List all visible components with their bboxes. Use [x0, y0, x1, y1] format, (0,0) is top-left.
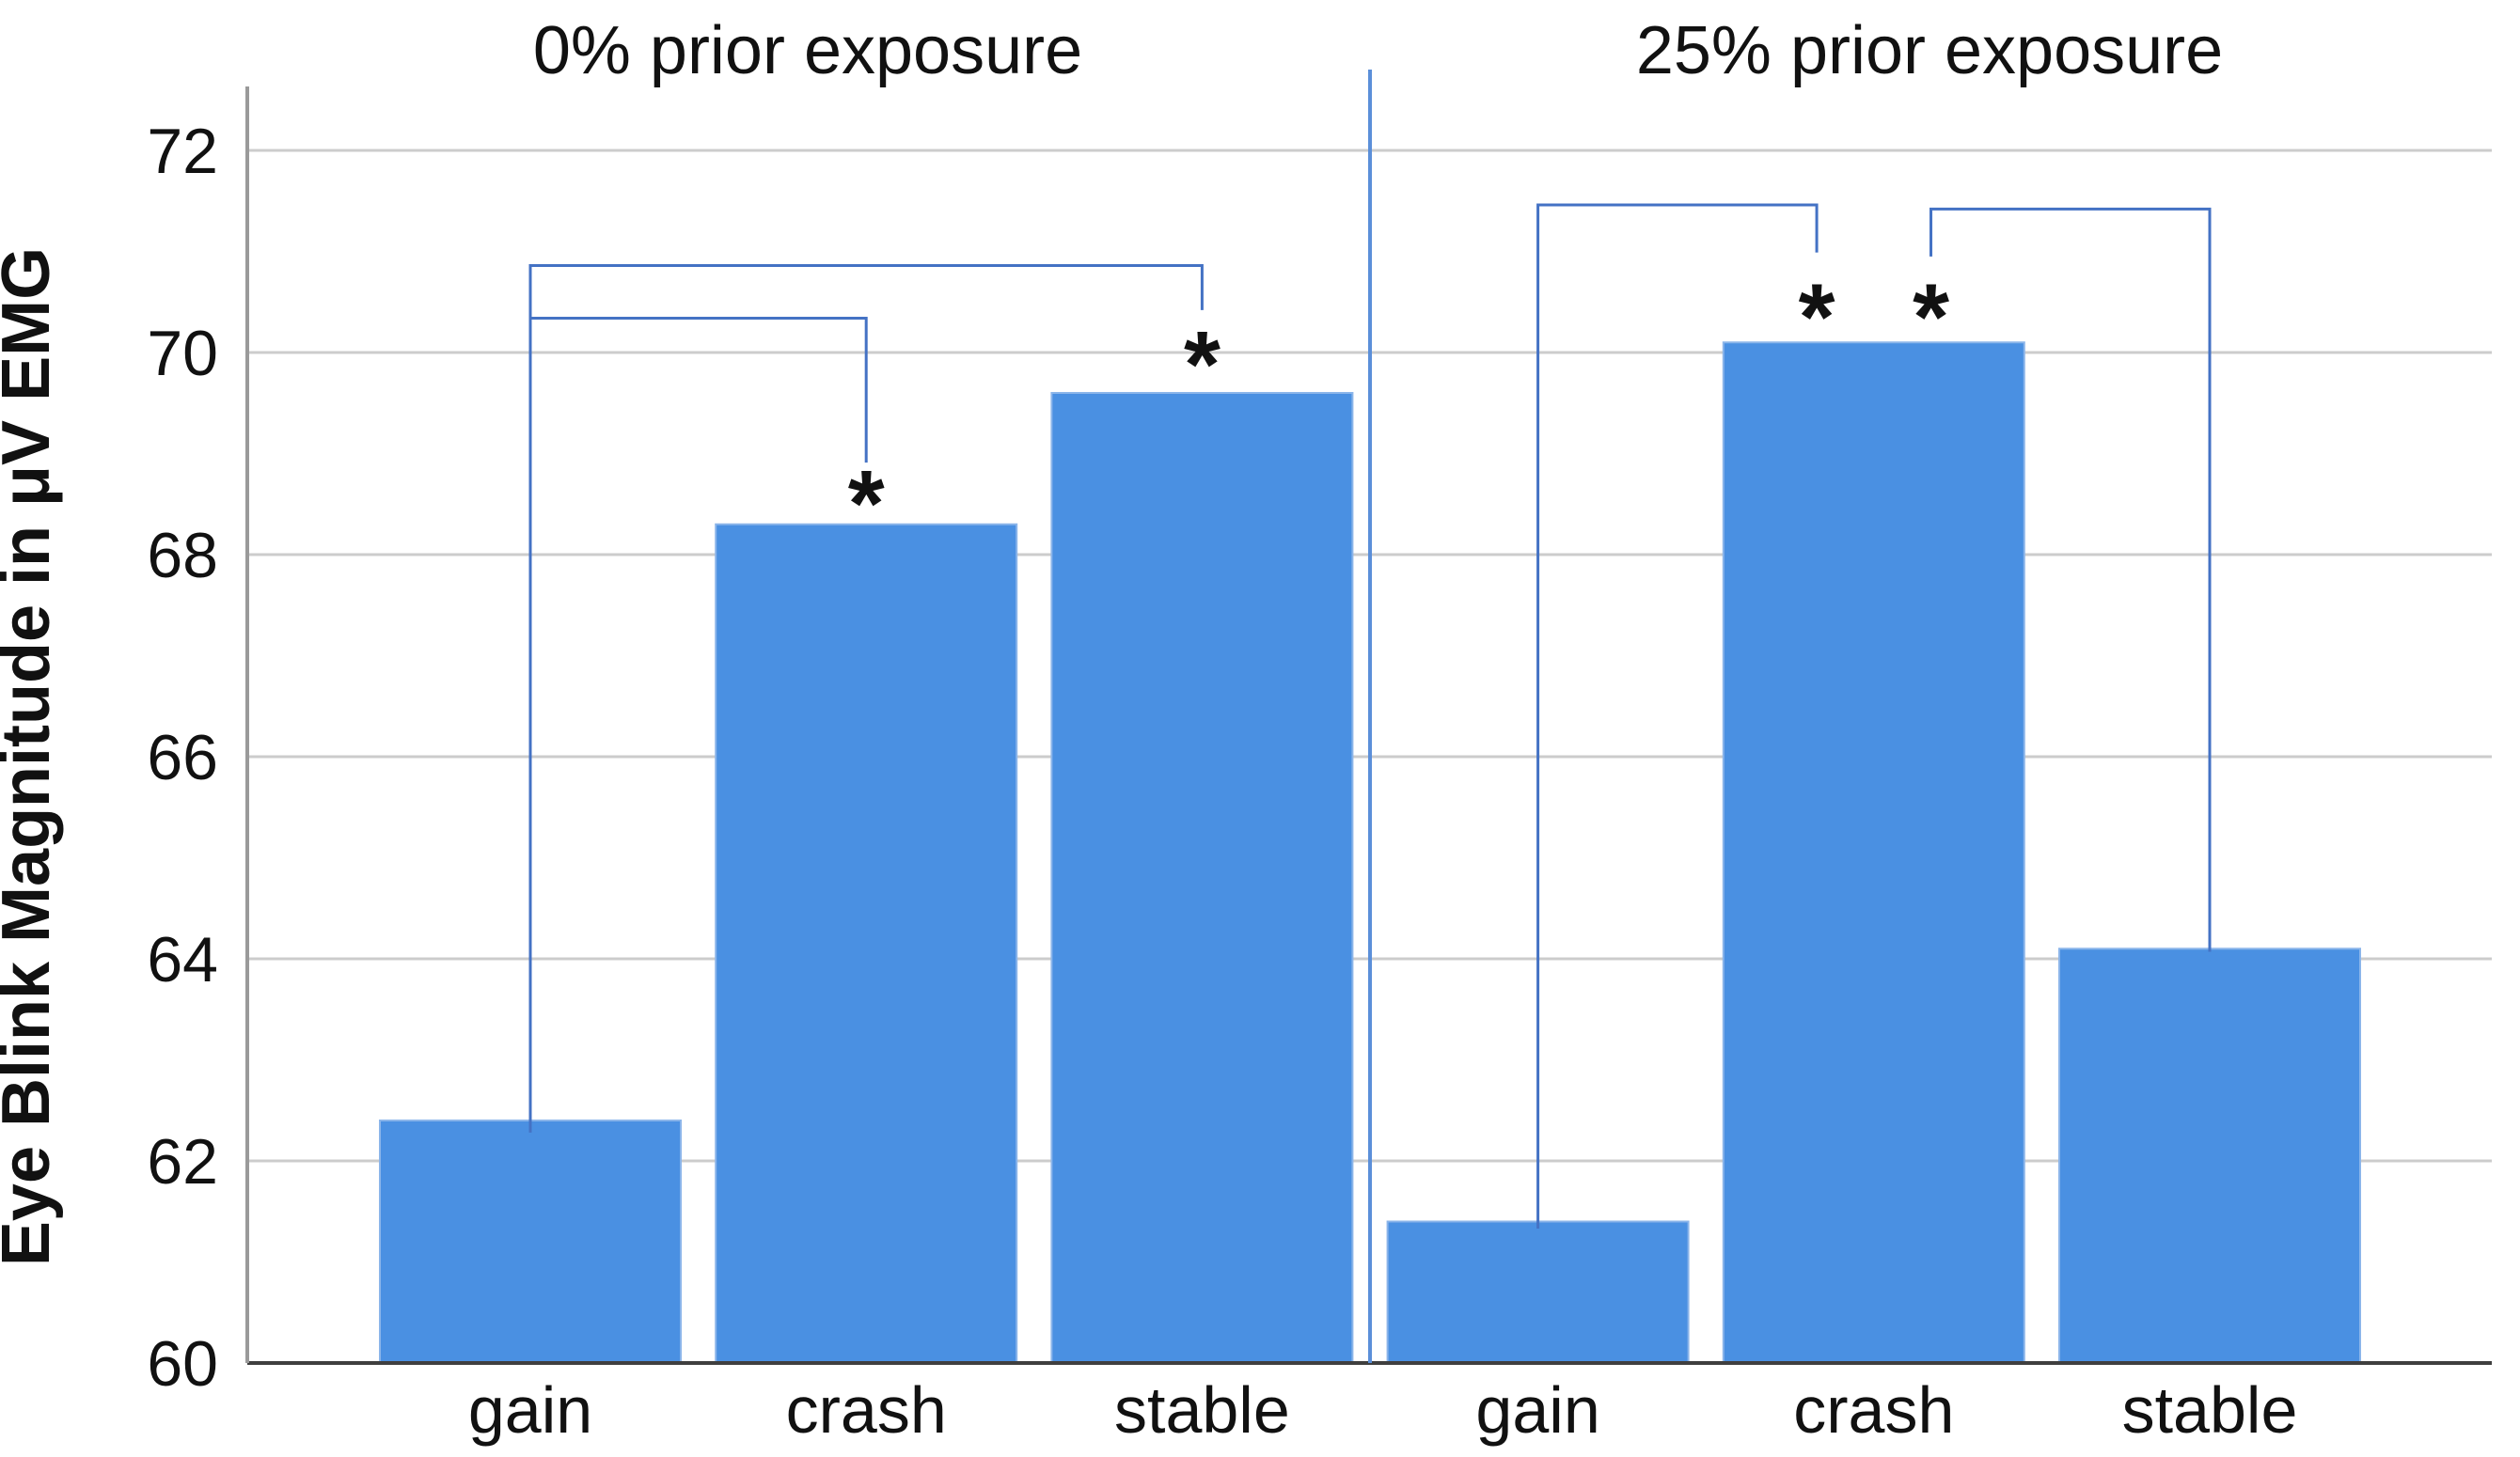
significance-bracket-2 [530, 316, 868, 463]
x-category-label-25pct-stable: stable [2122, 1373, 2298, 1447]
bar-0pct-crash [715, 523, 1018, 1364]
asterisk-marker-3: * [1799, 264, 1835, 369]
x-category-label-25pct-crash: crash [1793, 1373, 1954, 1447]
y-tick-label-66: 66 [147, 722, 218, 793]
y-tick-label-68: 68 [147, 520, 218, 591]
y-tick-label-62: 62 [147, 1126, 218, 1198]
significance-bracket-3 [1536, 203, 1819, 1230]
y-tick-label-60: 60 [147, 1328, 218, 1400]
y-tick-labels: 60 62 64 66 68 70 72 [147, 116, 218, 1400]
significance-bracket-4 [1929, 207, 2212, 952]
y-axis-title: Eye Blink Magnitude in μV EMG [0, 247, 64, 1266]
significance-bracket-1 [528, 264, 1204, 1133]
panel-title-right: 25% prior exposure [1636, 13, 2223, 88]
bar-25pct-stable [2058, 948, 2361, 1364]
asterisk-marker-2: * [1184, 312, 1221, 417]
significance-asterisks: * * * * [848, 264, 1949, 556]
bar-series [379, 341, 2361, 1364]
significance-brackets [528, 203, 2212, 1230]
bar-0pct-gain [379, 1120, 682, 1364]
asterisk-marker-1: * [848, 451, 885, 556]
y-tick-label-72: 72 [147, 116, 218, 187]
bar-25pct-gain [1386, 1220, 1690, 1364]
bar-0pct-stable [1050, 392, 1354, 1364]
x-category-label-0pct-gain: gain [468, 1373, 592, 1447]
x-category-label-0pct-stable: stable [1114, 1373, 1290, 1447]
bar-25pct-crash [1722, 341, 2025, 1364]
y-tick-label-64: 64 [147, 924, 218, 995]
y-tick-label-70: 70 [147, 318, 218, 389]
panel-title-left: 0% prior exposure [533, 13, 1082, 88]
x-category-labels: gain crash stable gain crash stable [468, 1373, 2298, 1447]
asterisk-marker-4: * [1913, 264, 1949, 369]
x-category-label-25pct-gain: gain [1475, 1373, 1599, 1447]
x-category-label-0pct-crash: crash [786, 1373, 947, 1447]
